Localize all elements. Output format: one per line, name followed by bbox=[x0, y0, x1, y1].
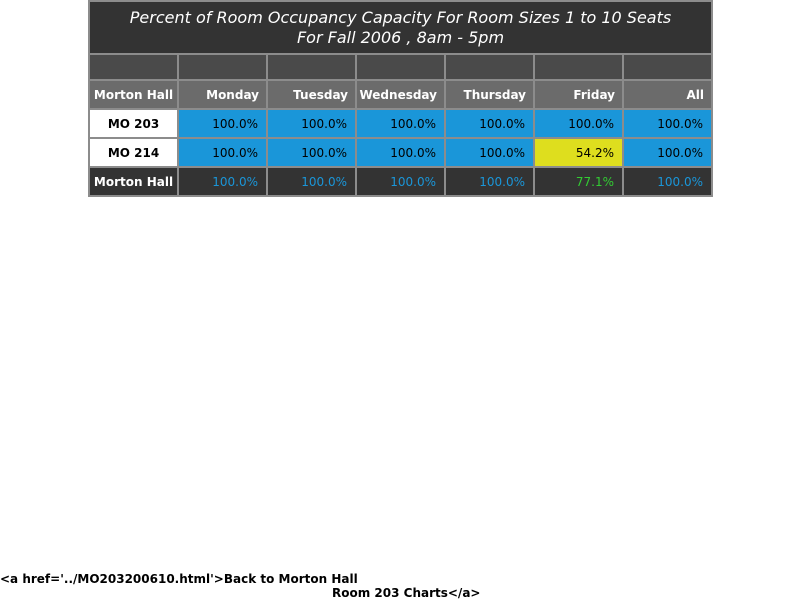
cell-mo214-friday: 54.2% bbox=[535, 139, 622, 166]
total-thursday: 100.0% bbox=[446, 168, 533, 195]
occupancy-table: Percent of Room Occupancy Capacity For R… bbox=[88, 0, 713, 197]
cell-mo203-all: 100.0% bbox=[624, 110, 711, 137]
cell-mo214-wednesday: 100.0% bbox=[357, 139, 444, 166]
header-monday: Monday bbox=[179, 81, 266, 108]
title-line-2: For Fall 2006 , 8am - 5pm bbox=[296, 28, 505, 47]
cell-mo214-monday: 100.0% bbox=[179, 139, 266, 166]
blank-cell bbox=[357, 55, 444, 79]
blank-cell bbox=[535, 55, 622, 79]
cell-mo203-wednesday: 100.0% bbox=[357, 110, 444, 137]
blank-cell bbox=[446, 55, 533, 79]
total-label: Morton Hall bbox=[90, 168, 177, 195]
header-all: All bbox=[624, 81, 711, 108]
title-row: Percent of Room Occupancy Capacity For R… bbox=[90, 2, 711, 53]
total-tuesday: 100.0% bbox=[268, 168, 355, 195]
table-row: MO 203 100.0% 100.0% 100.0% 100.0% 100.0… bbox=[90, 110, 711, 137]
cell-mo203-thursday: 100.0% bbox=[446, 110, 533, 137]
blank-cell bbox=[179, 55, 266, 79]
back-link-line-2: Room 203 Charts</a> bbox=[332, 586, 481, 600]
header-friday: Friday bbox=[535, 81, 622, 108]
blank-cell bbox=[90, 55, 177, 79]
cell-mo214-tuesday: 100.0% bbox=[268, 139, 355, 166]
total-row: Morton Hall 100.0% 100.0% 100.0% 100.0% … bbox=[90, 168, 711, 195]
back-link-line-1: <a href='../MO203200610.html'>Back to Mo… bbox=[0, 572, 358, 586]
row-label-mo-214: MO 214 bbox=[90, 139, 177, 166]
table-row: MO 214 100.0% 100.0% 100.0% 100.0% 54.2%… bbox=[90, 139, 711, 166]
cell-mo203-monday: 100.0% bbox=[179, 110, 266, 137]
row-label-mo-203: MO 203 bbox=[90, 110, 177, 137]
header-tuesday: Tuesday bbox=[268, 81, 355, 108]
total-all: 100.0% bbox=[624, 168, 711, 195]
cell-mo214-all: 100.0% bbox=[624, 139, 711, 166]
total-monday: 100.0% bbox=[179, 168, 266, 195]
blank-cell bbox=[624, 55, 711, 79]
title-line-1: Percent of Room Occupancy Capacity For R… bbox=[129, 8, 672, 27]
total-friday: 77.1% bbox=[535, 168, 622, 195]
blank-row bbox=[90, 55, 711, 79]
cell-mo203-tuesday: 100.0% bbox=[268, 110, 355, 137]
total-wednesday: 100.0% bbox=[357, 168, 444, 195]
header-building: Morton Hall bbox=[90, 81, 177, 108]
cell-mo203-friday: 100.0% bbox=[535, 110, 622, 137]
cell-mo214-thursday: 100.0% bbox=[446, 139, 533, 166]
header-row: Morton Hall Monday Tuesday Wednesday Thu… bbox=[90, 81, 711, 108]
back-link-raw-text: <a href='../MO203200610.html'>Back to Mo… bbox=[0, 572, 800, 600]
table-title: Percent of Room Occupancy Capacity For R… bbox=[90, 2, 711, 53]
header-wednesday: Wednesday bbox=[357, 81, 444, 108]
blank-cell bbox=[268, 55, 355, 79]
header-thursday: Thursday bbox=[446, 81, 533, 108]
